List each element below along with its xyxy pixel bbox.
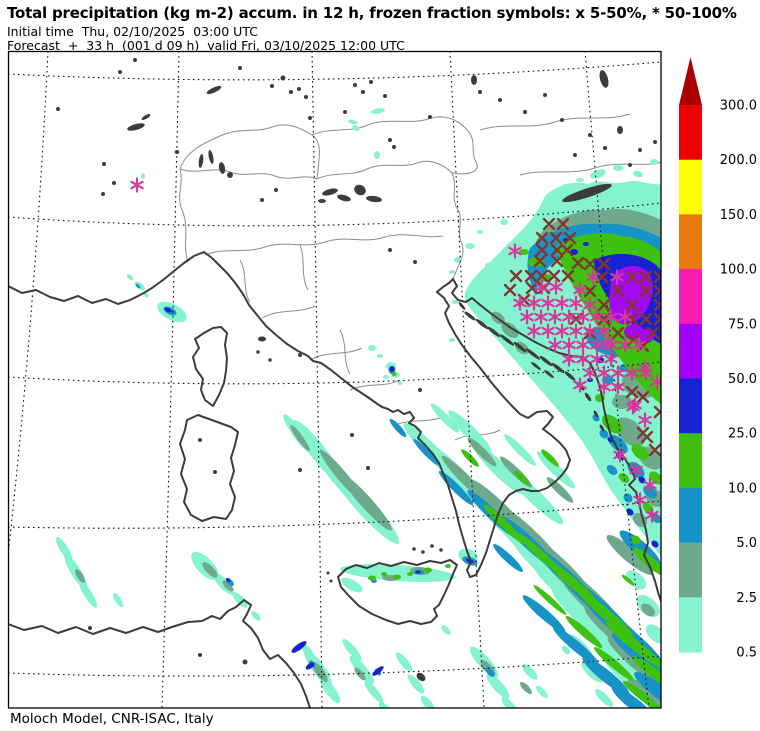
colorbar-tick-label: 200.0	[720, 153, 757, 168]
colorbar-tick-label: 10.0	[728, 481, 757, 496]
graticule	[8, 51, 661, 709]
colorbar-segment	[679, 542, 702, 598]
colorbar-segment	[679, 597, 702, 653]
colorbar-segment	[679, 105, 702, 161]
colorbar-tick-label: 2.5	[736, 591, 757, 606]
forecast-valid-line: Forecast + 33 h (001 d 09 h) valid Fri, …	[7, 38, 405, 53]
coastline-sardinia	[179, 414, 239, 522]
colorbar-segment	[679, 323, 702, 380]
colorbar: 300.0 200.0 150.0 100.0 75.0 50.0 25.0 10.0 5.0 2…	[679, 57, 757, 661]
colorbar-segment	[679, 269, 702, 325]
colorbar-segment	[679, 433, 702, 489]
colorbar-tick-label: 0.5	[736, 646, 757, 661]
colorbar-tick-label: 100.0	[720, 263, 757, 278]
star-symbol-glyphs	[130, 177, 661, 523]
colorbar-segment	[679, 487, 702, 544]
colorbar-segment	[679, 378, 702, 434]
coastline-africa	[8, 599, 311, 709]
colorbar-overflow-arrow	[679, 57, 702, 105]
coastline-sicily	[337, 559, 458, 625]
lakes-and-small-islands	[56, 58, 657, 682]
colorbar-tick-label: 75.0	[728, 317, 757, 332]
coastline-italy-mainland	[8, 251, 571, 578]
map-frame	[7, 50, 662, 709]
colorbar-tick-label: 150.0	[720, 208, 757, 223]
colorbar-segment	[679, 159, 702, 215]
frozen-fraction-star-symbols	[130, 177, 661, 523]
initial-time-line: Initial time Thu, 02/10/2025 03:00 UTC	[7, 24, 258, 39]
colorbar-tick-label: 300.0	[720, 99, 757, 114]
colorbar-tick-label: 5.0	[736, 536, 757, 551]
colorbar-tick-label: 50.0	[728, 372, 757, 387]
model-credit: Moloch Model, CNR-ISAC, Italy	[10, 711, 214, 727]
page-title: Total precipitation (kg m-2) accum. in 1…	[7, 4, 737, 22]
colorbar-segment	[679, 214, 702, 270]
region-borders	[179, 113, 661, 441]
colorbar-tick-label: 25.0	[728, 427, 757, 442]
coastline-corsica	[192, 326, 228, 407]
